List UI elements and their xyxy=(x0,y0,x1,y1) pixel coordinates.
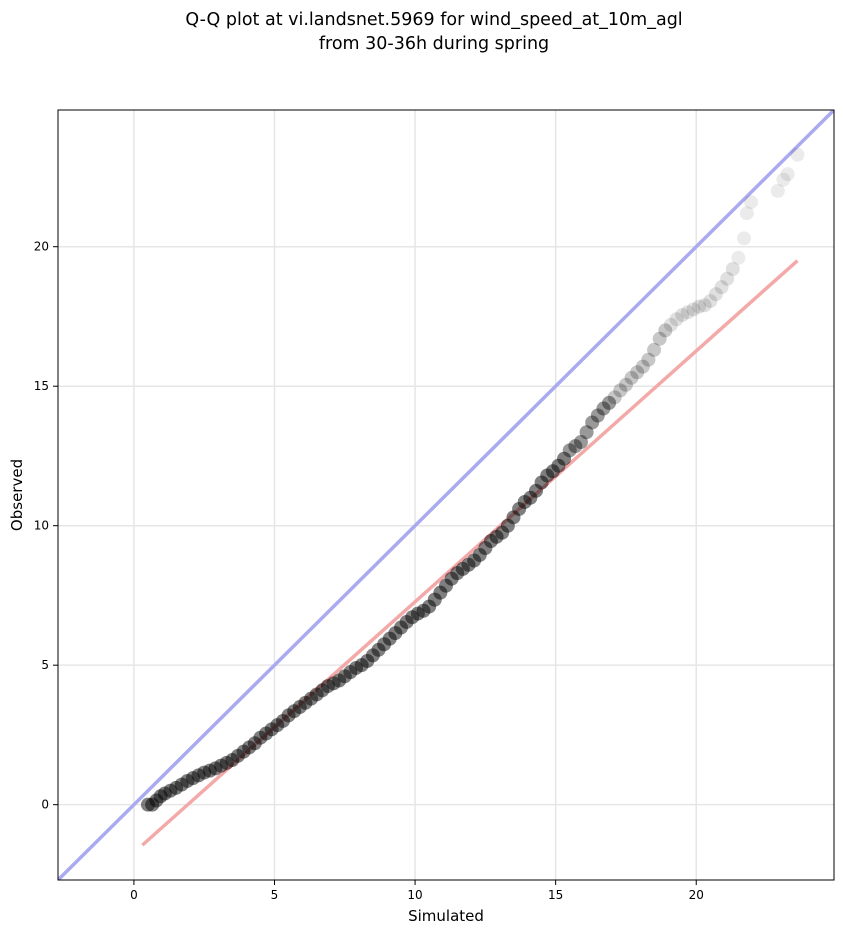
plot-area-frame xyxy=(57,109,835,881)
data-point xyxy=(641,352,656,367)
chart-title-line-2: from 30-36h during spring xyxy=(319,34,549,54)
y-axis-label: Observed xyxy=(8,459,26,531)
x-tick-label: 0 xyxy=(130,888,138,902)
data-point xyxy=(770,183,785,198)
data-point xyxy=(562,443,577,458)
y-tick-label: 5 xyxy=(41,658,49,672)
data-point xyxy=(590,408,605,423)
data-point xyxy=(714,280,729,295)
data-point xyxy=(585,415,600,430)
data-point xyxy=(613,383,628,398)
data-point xyxy=(669,312,684,327)
data-point xyxy=(579,425,594,440)
data-point xyxy=(618,377,633,392)
data-point xyxy=(686,302,701,317)
y-axis-ticks: 0 5 10 15 20 xyxy=(34,240,58,812)
data-point xyxy=(731,250,746,265)
data-point xyxy=(697,298,712,313)
x-tick-label: 5 xyxy=(271,888,279,902)
data-points xyxy=(140,147,805,812)
data-point xyxy=(663,317,678,332)
data-point xyxy=(776,172,791,187)
data-point xyxy=(557,451,572,466)
data-point xyxy=(624,370,639,385)
data-point xyxy=(630,365,645,380)
y-tick-label: 10 xyxy=(34,519,49,533)
data-point xyxy=(568,439,583,454)
data-point xyxy=(737,231,752,246)
data-point xyxy=(647,342,662,357)
data-point xyxy=(596,401,611,416)
data-point xyxy=(607,390,622,405)
x-tick-label: 10 xyxy=(407,888,422,902)
data-point xyxy=(680,305,695,320)
data-point xyxy=(692,299,707,314)
data-point xyxy=(739,206,754,221)
data-point xyxy=(744,195,759,210)
chart-title-line-1: Q-Q plot at vi.landsnet.5969 for wind_sp… xyxy=(185,10,682,30)
data-point xyxy=(703,294,718,309)
one-to-one-line xyxy=(58,110,834,880)
y-tick-label: 0 xyxy=(41,798,49,812)
x-tick-label: 15 xyxy=(548,888,563,902)
x-axis-ticks: 0 5 10 15 20 xyxy=(130,880,704,902)
data-point xyxy=(675,308,690,323)
data-point xyxy=(635,359,650,374)
x-axis-label: Simulated xyxy=(408,907,484,925)
data-point xyxy=(708,287,723,302)
y-tick-label: 20 xyxy=(34,240,49,254)
data-point xyxy=(573,434,588,449)
data-point xyxy=(720,271,735,286)
y-tick-label: 15 xyxy=(34,379,49,393)
data-point xyxy=(790,147,805,162)
data-point xyxy=(780,167,795,182)
data-point xyxy=(602,395,617,410)
data-point xyxy=(652,331,667,346)
x-tick-label: 20 xyxy=(689,888,704,902)
reference-lines xyxy=(58,110,834,880)
data-point xyxy=(658,323,673,338)
data-point xyxy=(725,262,740,277)
